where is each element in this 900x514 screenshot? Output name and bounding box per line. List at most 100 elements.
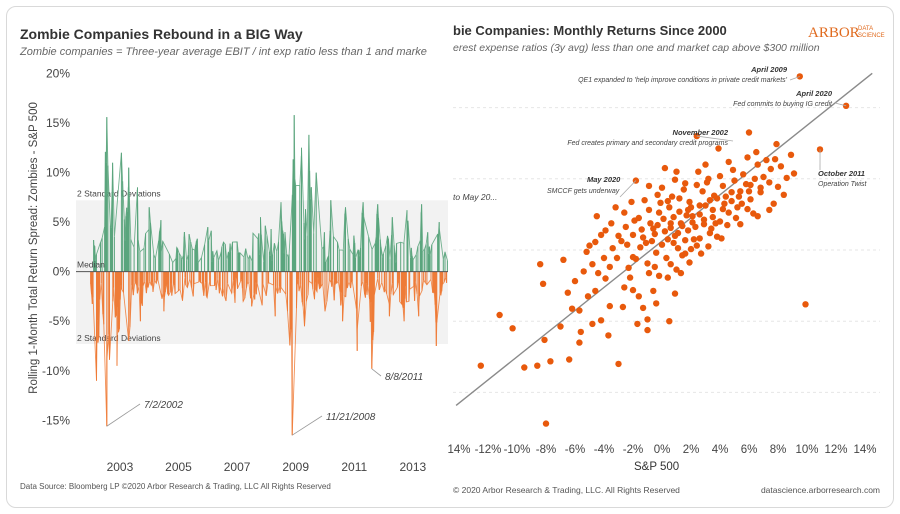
scatter-point: [732, 214, 740, 222]
left-y-tick-label: -5%: [49, 314, 71, 328]
scatter-point: [577, 328, 584, 336]
scatter-point: [628, 198, 635, 206]
left-y-tick-label: 5%: [53, 215, 71, 229]
scatter-point: [725, 209, 732, 216]
left-x-tick-label: 2013: [399, 460, 426, 474]
right-x-tick-label: 8%: [770, 444, 787, 456]
scatter-point: [600, 254, 608, 262]
right-chart-subtitle: erest expense ratios (3y avg) less than …: [453, 42, 820, 54]
scatter-point: [592, 287, 599, 295]
scatter-point: [699, 188, 706, 195]
scatter-point: [671, 290, 679, 297]
annotation-title: April 2020: [795, 89, 833, 98]
right-x-axis-title: S&P 500: [634, 461, 679, 473]
scatter-point: [635, 293, 642, 300]
scatter-point: [650, 225, 657, 232]
annotation-leader: [371, 368, 382, 377]
scatter-point: [780, 191, 787, 198]
scatter-point: [602, 275, 609, 282]
annotation-leader: [696, 135, 734, 142]
scatter-point: [757, 184, 764, 191]
logo-sub-data: DATA: [858, 26, 873, 32]
scatter-point: [541, 336, 548, 344]
scatter-point: [796, 73, 803, 80]
left-y-tick-label: 10%: [46, 166, 70, 180]
scatter-point: [595, 269, 602, 277]
scatter-point: [564, 289, 571, 296]
scatter-point: [771, 156, 779, 163]
left-y-tick-label: -10%: [42, 364, 70, 378]
scatter-point: [666, 204, 673, 211]
scatter-point: [626, 274, 634, 281]
scatter-point: [618, 237, 625, 245]
scatter-point: [534, 362, 541, 369]
scatter-point: [668, 193, 676, 200]
scatter-point: [757, 189, 764, 196]
scatter-point: [664, 197, 671, 205]
scatter-point: [658, 184, 666, 191]
scatter-point: [671, 232, 679, 239]
annotation-leader: [106, 403, 141, 427]
upper-band-label: 2 Standard Deviations: [77, 188, 161, 198]
left-y-tick-label: -15%: [42, 413, 70, 427]
left-y-tick-label: 20%: [46, 67, 70, 81]
scatter-point: [682, 237, 689, 244]
scatter-point: [653, 249, 660, 256]
scatter-point: [654, 221, 661, 229]
scatter-point: [651, 230, 658, 238]
scatter-point: [592, 238, 599, 246]
scatter-point: [763, 156, 770, 164]
scatter-point: [571, 277, 579, 285]
scatter-point: [760, 173, 767, 181]
scatter-point: [539, 280, 547, 287]
scatter-point: [735, 193, 743, 200]
scatter-point: [790, 170, 798, 177]
scatter-point: [615, 360, 622, 368]
scatter-point: [696, 202, 703, 209]
logo-sub-science: SCIENCE: [858, 33, 885, 39]
right-x-tick-label: 6%: [741, 444, 758, 456]
scatter-point: [613, 254, 621, 262]
right-chart-title: bie Companies: Monthly Returns Since 200…: [453, 23, 727, 38]
annotation-leader: [789, 76, 800, 81]
scatter-point: [684, 206, 692, 214]
scatter-point: [725, 158, 732, 166]
scatter-point: [644, 316, 651, 323]
scatter-point: [496, 311, 503, 319]
annotation-label: 8/8/2011: [385, 372, 423, 383]
left-chart: Zombie Companies Rebound in a BIG Way Zom…: [19, 26, 448, 474]
scatter-point: [655, 209, 663, 216]
scatter-point: [586, 242, 593, 249]
scatter-point: [709, 213, 716, 221]
scatter-point: [593, 213, 600, 220]
scatter-point: [664, 274, 671, 281]
scatter-point: [731, 177, 738, 184]
scatter-point: [642, 239, 650, 247]
left-x-tick-label: 2005: [165, 460, 192, 474]
scatter-point: [542, 420, 550, 427]
scatter-point: [667, 224, 674, 231]
annotation-title: October 2011: [818, 169, 865, 178]
annotation-title: April 2009: [750, 65, 788, 74]
scatter-point: [477, 362, 484, 369]
right-x-tick-label: 2%: [683, 444, 700, 456]
scatter-point: [673, 168, 680, 175]
negative-spread-series-outline: [90, 276, 448, 436]
scatter-point: [737, 221, 744, 228]
scatter-point: [677, 269, 685, 277]
scatter-point: [674, 245, 682, 252]
scatter-point: [645, 269, 653, 277]
positive-spread-series-outline: [93, 115, 448, 265]
right-x-tick-label: 14%: [853, 444, 876, 456]
scatter-point: [589, 261, 596, 268]
scatter-point: [606, 302, 613, 310]
scatter-point: [576, 339, 583, 346]
scatter-point: [509, 325, 516, 332]
scatter-point: [689, 213, 696, 220]
scatter-point: [653, 300, 660, 307]
annotation-text: to May 20...: [453, 192, 497, 202]
left-chart-subtitle: Zombie companies = Three-year average EB…: [19, 46, 427, 58]
scatter-point: [650, 287, 657, 295]
scatter-point: [651, 263, 658, 271]
